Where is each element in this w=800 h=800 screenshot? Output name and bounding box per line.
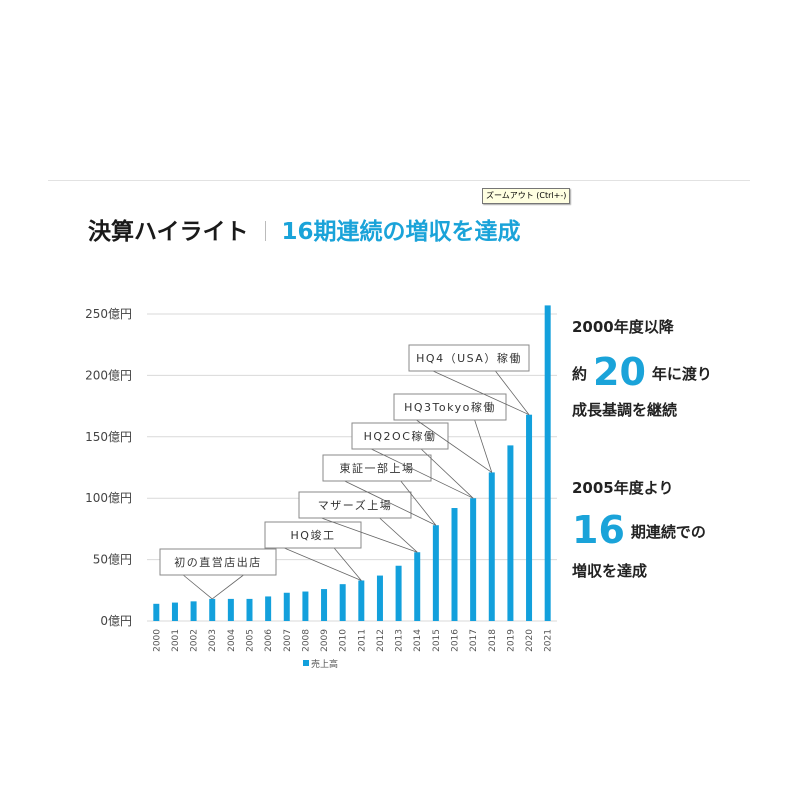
x-tick-label: 2018 [488,629,498,652]
x-tick-label: 2012 [376,629,386,652]
side-block1-pre: 約 [572,365,588,383]
bar [358,580,365,621]
x-tick-label: 2011 [357,629,367,652]
zoom-out-tooltip: ズームアウト (Ctrl+-) [482,188,571,204]
page-title: 決算ハイライト 16期連続の増収を達成 [88,212,521,246]
bar [265,596,272,621]
bar [507,445,514,621]
callout-pointer [495,370,530,415]
callout-box [298,491,412,519]
callout-label: 初の直営店出店 [174,555,262,569]
bar [376,575,383,621]
x-tick-label: 2020 [525,629,535,652]
bar [246,598,253,621]
legend-swatch [303,660,309,666]
x-tick-label: 2010 [339,629,349,652]
y-tick-label: 50億円 [93,553,132,567]
bar [432,525,439,621]
x-tick-label: 2017 [469,629,479,652]
x-tick-label: 2015 [432,629,442,652]
callout-pointer [400,480,437,526]
callout-label: HQ竣工 [291,528,336,542]
bar [488,472,495,621]
bar [302,591,309,621]
bar [544,305,551,621]
bar [451,508,458,621]
callout-box [322,454,432,482]
x-tick-label: 2021 [544,629,554,652]
bar [321,589,328,621]
bar [414,552,421,621]
x-tick-label: 2001 [171,629,181,652]
x-tick-label: 2004 [227,629,237,652]
callout-pointer [344,480,437,526]
callout-pointer [420,448,474,499]
callout-pointer [182,574,213,600]
bar [171,602,178,621]
callout-label: HQ2OC稼働 [364,429,437,443]
bar [470,498,477,621]
sales-bar-chart: 0億円 50億円 100億円 150億円 200億円 250億円 2000 2001 2002 2… [85,305,557,670]
bar [209,598,216,621]
x-tick-label: 2014 [413,629,423,652]
y-tick-label: 200億円 [85,368,132,382]
x-tick-label: 2009 [320,629,330,652]
y-tick-label: 0億円 [100,614,132,628]
callout-pointer [321,517,418,553]
x-tick-label: 2016 [451,629,461,652]
bar [526,414,533,621]
callout-label: マザーズ上場 [318,498,392,512]
y-tick-label: 250億円 [85,307,132,321]
side-block1-line1: 2000年度以降 [572,318,674,336]
x-tick-label: 2019 [506,629,516,652]
y-tick-label: 100億円 [85,491,132,505]
callout-pointer [432,370,530,416]
side-block1-line3: 成長基調を継続 [572,401,678,419]
callout-pointer [211,574,244,600]
x-tick-label: 2000 [152,629,162,652]
side-block1-post: 年に渡り [651,365,712,383]
side-block1-big-number: 20 [593,350,646,394]
bar [227,598,234,621]
callout-pointer [284,547,362,581]
x-tick-label: 2006 [264,629,274,652]
side-block1-line2: 約 20 年に渡り [572,350,712,394]
bar [395,565,402,621]
bar [339,584,346,621]
y-tick-label: 150億円 [85,430,132,444]
callout-box [351,422,449,450]
legend-label: 売上高 [311,658,338,670]
x-tick-label: 2007 [283,629,293,652]
x-tick-label: 2005 [246,629,256,652]
callout-pointer [333,547,362,581]
callout-pointer [474,419,493,473]
top-divider [48,180,750,181]
callout-box [393,393,507,421]
side-block2-big-number: 16 [572,508,625,552]
x-tick-label: 2008 [301,629,311,652]
title-main: 決算ハイライト [88,219,249,245]
x-tick-label: 2002 [190,629,200,652]
bar [153,603,160,621]
callout-pointer [379,517,418,553]
callout-box [159,548,277,576]
callout-label: 東証一部上場 [340,461,415,475]
x-tick-label: 2003 [208,629,218,652]
callout-label: HQ4（USA）稼働 [416,351,522,365]
bar [190,601,197,621]
callout-label: HQ3Tokyo稼働 [404,400,496,414]
x-tick-label: 2013 [395,629,405,652]
callout-pointer [371,448,474,499]
side-block2-post: 期連続での [630,523,706,541]
side-block2-line3: 増収を達成 [572,562,648,580]
callout-pointer [416,419,493,473]
title-separator [264,221,266,241]
callout-box [408,344,530,372]
side-block2-line2: 16 期連続での [572,508,706,552]
bar [283,592,290,621]
side-block2-line1: 2005年度より [572,479,674,497]
title-subtitle: 16期連続の増収を達成 [281,219,521,245]
